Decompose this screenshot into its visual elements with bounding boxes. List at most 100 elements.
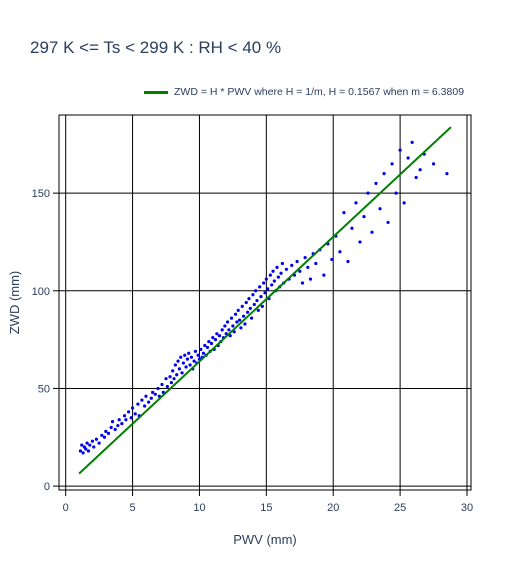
data-point[interactable] bbox=[203, 343, 207, 348]
data-point[interactable] bbox=[303, 255, 307, 260]
data-point[interactable] bbox=[86, 449, 91, 453]
data-point[interactable] bbox=[104, 429, 108, 434]
data-point[interactable] bbox=[133, 412, 137, 416]
data-point[interactable] bbox=[322, 273, 326, 277]
data-point[interactable] bbox=[314, 261, 318, 266]
data-point[interactable] bbox=[100, 433, 104, 437]
data-point[interactable] bbox=[136, 402, 140, 406]
data-point[interactable] bbox=[266, 287, 270, 291]
data-point[interactable] bbox=[90, 439, 95, 443]
data-point[interactable] bbox=[179, 355, 183, 359]
data-point[interactable] bbox=[185, 357, 190, 361]
data-point[interactable] bbox=[247, 296, 251, 301]
data-point[interactable] bbox=[402, 201, 406, 205]
data-point[interactable] bbox=[263, 291, 267, 295]
data-point[interactable] bbox=[102, 435, 107, 439]
data-point[interactable] bbox=[251, 293, 255, 297]
data-point[interactable] bbox=[410, 140, 414, 144]
data-point[interactable] bbox=[175, 373, 179, 377]
data-point[interactable] bbox=[153, 392, 157, 396]
data-point[interactable] bbox=[184, 365, 188, 369]
data-point[interactable] bbox=[394, 191, 398, 195]
data-point[interactable] bbox=[192, 359, 196, 363]
data-point[interactable] bbox=[196, 353, 200, 357]
data-point[interactable] bbox=[78, 449, 83, 453]
data-point[interactable] bbox=[176, 359, 180, 363]
data-point[interactable] bbox=[217, 334, 222, 338]
data-point[interactable] bbox=[275, 265, 279, 269]
data-point[interactable] bbox=[94, 437, 99, 441]
data-point[interactable] bbox=[272, 279, 276, 283]
data-point[interactable] bbox=[223, 324, 227, 328]
data-point[interactable] bbox=[259, 295, 263, 299]
data-point[interactable] bbox=[151, 390, 155, 394]
data-point[interactable] bbox=[350, 226, 354, 230]
data-point[interactable] bbox=[164, 377, 168, 381]
data-point[interactable] bbox=[378, 207, 382, 211]
data-point[interactable] bbox=[117, 418, 121, 422]
data-point[interactable] bbox=[88, 443, 92, 447]
data-point[interactable] bbox=[390, 162, 394, 166]
data-point[interactable] bbox=[109, 425, 113, 430]
data-point[interactable] bbox=[172, 377, 176, 381]
data-point[interactable] bbox=[260, 304, 264, 309]
data-point[interactable] bbox=[298, 269, 302, 273]
data-point[interactable] bbox=[398, 148, 402, 152]
data-point[interactable] bbox=[244, 300, 248, 305]
data-point[interactable] bbox=[181, 361, 186, 365]
data-point[interactable] bbox=[227, 328, 231, 332]
data-point[interactable] bbox=[130, 406, 135, 410]
data-point[interactable] bbox=[140, 398, 144, 402]
data-point[interactable] bbox=[243, 322, 247, 326]
data-point[interactable] bbox=[354, 201, 358, 205]
data-point[interactable] bbox=[199, 347, 203, 351]
data-point[interactable] bbox=[254, 289, 258, 293]
data-point[interactable] bbox=[255, 298, 259, 303]
data-point[interactable] bbox=[236, 308, 240, 312]
data-point[interactable] bbox=[240, 304, 244, 309]
data-point[interactable] bbox=[237, 318, 242, 322]
data-point[interactable] bbox=[270, 283, 274, 287]
data-point[interactable] bbox=[122, 414, 127, 418]
data-point[interactable] bbox=[177, 367, 181, 371]
data-point[interactable] bbox=[116, 423, 120, 428]
fit-line[interactable] bbox=[78, 126, 452, 475]
data-point[interactable] bbox=[342, 211, 346, 215]
data-point[interactable] bbox=[110, 420, 115, 424]
data-point[interactable] bbox=[183, 353, 187, 357]
data-point[interactable] bbox=[213, 338, 218, 342]
data-point[interactable] bbox=[81, 451, 85, 455]
data-point[interactable] bbox=[211, 336, 215, 340]
data-point[interactable] bbox=[414, 175, 418, 180]
data-point[interactable] bbox=[264, 277, 268, 281]
data-point[interactable] bbox=[231, 324, 235, 328]
data-point[interactable] bbox=[248, 306, 252, 310]
data-point[interactable] bbox=[246, 310, 250, 314]
data-point[interactable] bbox=[268, 273, 272, 277]
data-point[interactable] bbox=[235, 320, 239, 324]
data-point[interactable] bbox=[239, 326, 243, 330]
data-point[interactable] bbox=[284, 267, 289, 271]
data-point[interactable] bbox=[374, 181, 378, 185]
data-point[interactable] bbox=[386, 220, 390, 225]
legend[interactable]: ZWD = H * PWV where H = 1/m, H = 0.1567 … bbox=[144, 86, 464, 98]
data-point[interactable] bbox=[201, 351, 206, 355]
data-point[interactable] bbox=[97, 441, 101, 445]
data-point[interactable] bbox=[189, 355, 194, 359]
data-point[interactable] bbox=[229, 316, 234, 320]
data-point[interactable] bbox=[144, 394, 148, 398]
data-point[interactable] bbox=[193, 349, 198, 353]
data-point[interactable] bbox=[250, 316, 254, 320]
data-point[interactable] bbox=[252, 302, 256, 307]
data-point[interactable] bbox=[358, 240, 362, 244]
data-point[interactable] bbox=[169, 380, 173, 385]
data-point[interactable] bbox=[215, 332, 219, 336]
data-point[interactable] bbox=[129, 416, 133, 420]
data-point[interactable] bbox=[366, 191, 370, 195]
data-point[interactable] bbox=[126, 410, 131, 414]
data-point[interactable] bbox=[225, 320, 230, 324]
data-point[interactable] bbox=[85, 441, 89, 445]
data-point[interactable] bbox=[271, 269, 275, 273]
data-point[interactable] bbox=[258, 285, 262, 289]
